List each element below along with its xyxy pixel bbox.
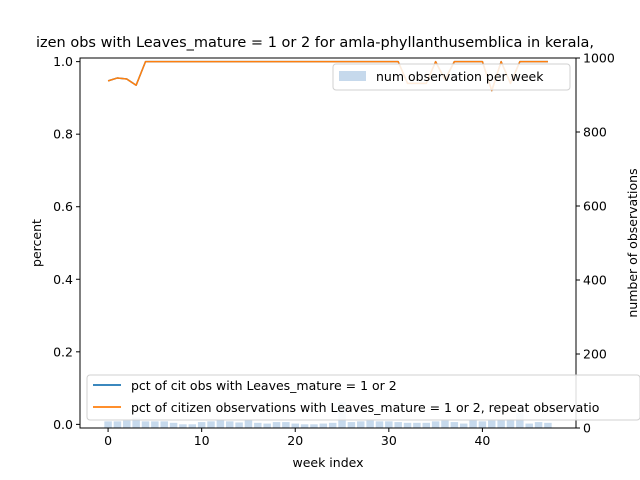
bar-observation-count	[132, 417, 140, 428]
bar-observation-count	[422, 422, 431, 428]
bar-observation-count	[197, 422, 206, 428]
legend-lower: pct of cit obs with Leaves_mature = 1 or…	[86, 374, 640, 421]
bar-observation-count	[244, 419, 253, 428]
bar-observation-count	[506, 419, 515, 428]
bar-observation-count	[123, 420, 131, 428]
y-tick-label: 0.2	[53, 344, 73, 359]
bar-observation-count	[272, 422, 281, 428]
chart-title: izen obs with Leaves_mature = 1 or 2 for…	[36, 35, 594, 51]
y2-tick-label: 400	[583, 273, 607, 288]
bar-observation-count	[534, 422, 543, 428]
bar-observation-count	[413, 422, 421, 428]
bar-observation-count	[478, 421, 487, 428]
y-tick-label: 0.0	[53, 417, 73, 432]
bar-observation-count	[169, 422, 178, 428]
bar-observation-count	[216, 419, 225, 428]
bar-observation-count	[525, 423, 533, 428]
bar-observation-count	[141, 421, 150, 428]
plot-area: 0 10 20 30 40 0.0 0.2 0.4 0.6 0.8 1.0 0 200 400 600 800…	[53, 51, 640, 448]
bar-observation-count	[113, 421, 122, 428]
y-tick-label: 1.0	[53, 54, 73, 69]
y-axis-label: percent	[29, 219, 44, 267]
x-tick-label: 10	[194, 433, 210, 448]
bar-observation-count	[235, 422, 243, 428]
bar-observation-count	[544, 422, 552, 428]
x-tick-label: 30	[381, 433, 397, 448]
bar-observation-count	[225, 421, 234, 428]
legend-swatch-bars	[339, 71, 366, 81]
x-axis-label: week index	[292, 455, 363, 470]
bar-observation-count	[207, 421, 215, 428]
bar-observation-count	[263, 423, 271, 428]
bar-observation-count	[488, 420, 496, 428]
bar-observation-count	[497, 419, 505, 428]
legend-label-line: pct of citizen observations with Leaves_…	[131, 400, 599, 415]
legend-upper-frame	[332, 63, 571, 91]
bar-observation-count	[441, 420, 449, 428]
bar-observation-count	[104, 421, 112, 428]
bar-observation-count	[394, 422, 402, 428]
bar-observation-count	[319, 423, 328, 428]
bar-observation-count	[347, 422, 356, 428]
y2-tick-label: 600	[583, 199, 607, 214]
y-tick-label: 0.6	[53, 199, 73, 214]
bar-observation-count	[366, 420, 374, 428]
bar-observation-count	[151, 421, 159, 428]
bar-observation-count	[516, 413, 524, 428]
legend-lower-frame	[86, 374, 640, 421]
y2-tick-label: 0	[583, 421, 591, 436]
bar-observation-count	[179, 424, 187, 428]
bar-observation-count	[357, 421, 365, 428]
bar-observation-count	[160, 421, 168, 428]
series-line-repeat-obs	[107, 60, 548, 92]
bar-observation-count	[282, 422, 290, 428]
bar-observation-count	[403, 422, 412, 428]
legend-label-bars: num observation per week	[376, 69, 544, 84]
bar-observation-count	[254, 422, 262, 428]
legend-label-line: pct of cit obs with Leaves_mature = 1 or…	[131, 378, 397, 393]
bar-observation-count	[459, 423, 468, 428]
plot-frame	[79, 57, 577, 429]
bar-observation-count	[431, 421, 440, 428]
y2-tick-label: 200	[583, 347, 607, 362]
y2-axis-label: number of observations	[625, 168, 640, 317]
bar-observation-count	[375, 421, 384, 428]
bar-observation-count	[291, 423, 299, 428]
x-tick-label: 0	[104, 433, 112, 448]
bar-observation-count	[450, 422, 459, 428]
bar-observation-count	[469, 419, 477, 428]
bar-observation-count	[300, 424, 309, 428]
x-tick-label: 40	[474, 433, 490, 448]
y2-tick-label: 800	[583, 125, 607, 140]
y-tick-label: 0.4	[53, 272, 73, 287]
bar-observation-count	[310, 424, 318, 428]
y-tick-label: 0.8	[53, 127, 73, 142]
y2-tick-label: 1000	[583, 51, 615, 66]
x-tick-label: 20	[287, 433, 303, 448]
bar-observation-count	[385, 421, 393, 428]
bar-observation-count	[328, 422, 337, 428]
bar-observation-count	[188, 424, 197, 428]
legend-upper: num observation per week	[332, 63, 571, 91]
